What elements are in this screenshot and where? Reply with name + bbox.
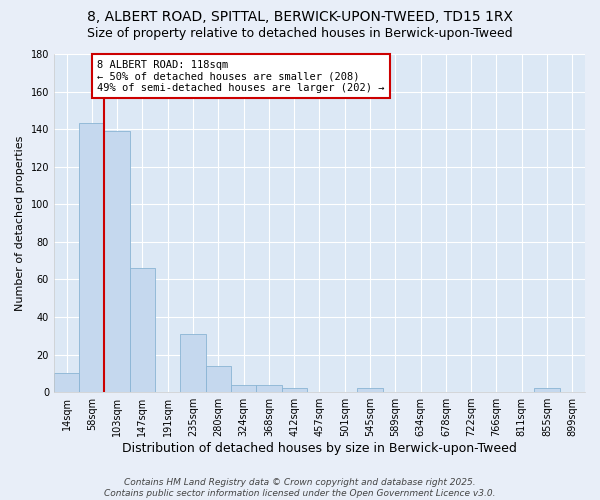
Bar xyxy=(206,366,231,392)
X-axis label: Distribution of detached houses by size in Berwick-upon-Tweed: Distribution of detached houses by size … xyxy=(122,442,517,455)
Text: 8 ALBERT ROAD: 118sqm
← 50% of detached houses are smaller (208)
49% of semi-det: 8 ALBERT ROAD: 118sqm ← 50% of detached … xyxy=(97,60,385,93)
Bar xyxy=(358,388,383,392)
Text: Size of property relative to detached houses in Berwick-upon-Tweed: Size of property relative to detached ho… xyxy=(87,28,513,40)
Bar xyxy=(130,268,155,392)
Bar xyxy=(535,388,560,392)
Bar xyxy=(104,131,130,392)
Bar xyxy=(231,384,256,392)
Text: Contains HM Land Registry data © Crown copyright and database right 2025.
Contai: Contains HM Land Registry data © Crown c… xyxy=(104,478,496,498)
Bar xyxy=(281,388,307,392)
Bar xyxy=(181,334,206,392)
Bar xyxy=(79,124,104,392)
Bar xyxy=(54,374,79,392)
Text: 8, ALBERT ROAD, SPITTAL, BERWICK-UPON-TWEED, TD15 1RX: 8, ALBERT ROAD, SPITTAL, BERWICK-UPON-TW… xyxy=(87,10,513,24)
Y-axis label: Number of detached properties: Number of detached properties xyxy=(15,136,25,310)
Bar xyxy=(256,384,281,392)
